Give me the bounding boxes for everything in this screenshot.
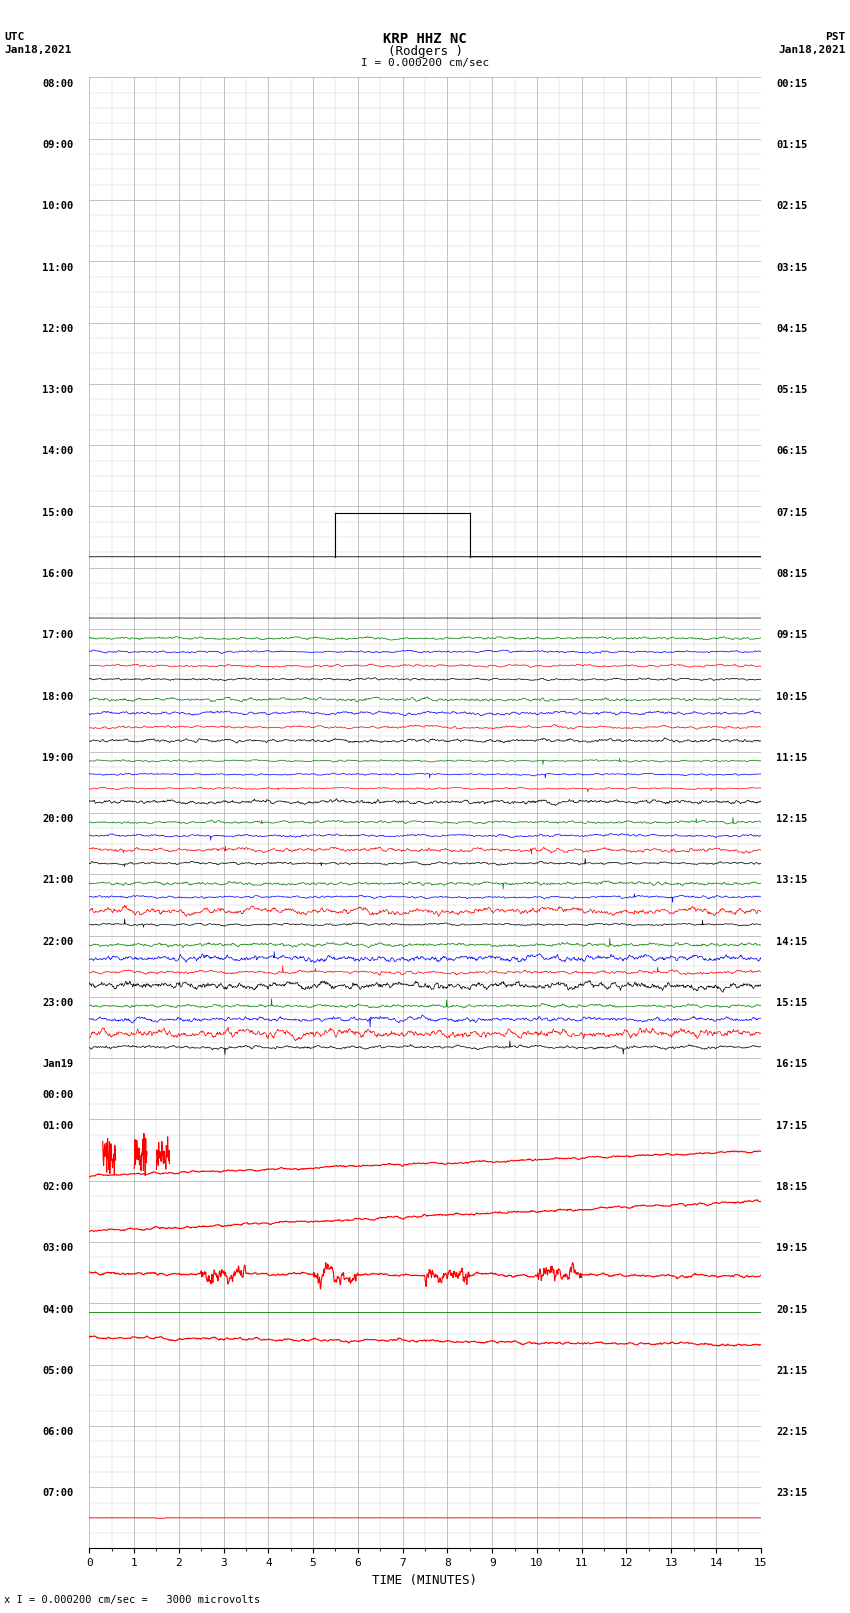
Text: 12:15: 12:15 xyxy=(776,815,808,824)
Text: 04:15: 04:15 xyxy=(776,324,808,334)
Text: 01:15: 01:15 xyxy=(776,140,808,150)
Text: 23:15: 23:15 xyxy=(776,1489,808,1498)
Text: 04:00: 04:00 xyxy=(42,1305,74,1315)
Text: 21:00: 21:00 xyxy=(42,876,74,886)
Text: 17:15: 17:15 xyxy=(776,1121,808,1131)
Text: 02:15: 02:15 xyxy=(776,202,808,211)
Text: 21:15: 21:15 xyxy=(776,1366,808,1376)
Text: 05:15: 05:15 xyxy=(776,386,808,395)
Text: 01:00: 01:00 xyxy=(42,1121,74,1131)
Text: 17:00: 17:00 xyxy=(42,631,74,640)
Text: 18:00: 18:00 xyxy=(42,692,74,702)
Text: 14:15: 14:15 xyxy=(776,937,808,947)
Text: 03:00: 03:00 xyxy=(42,1244,74,1253)
Text: 00:15: 00:15 xyxy=(776,79,808,89)
Text: 11:00: 11:00 xyxy=(42,263,74,273)
Text: 09:00: 09:00 xyxy=(42,140,74,150)
Text: 22:15: 22:15 xyxy=(776,1428,808,1437)
Text: 08:00: 08:00 xyxy=(42,79,74,89)
Text: 20:15: 20:15 xyxy=(776,1305,808,1315)
Text: 02:00: 02:00 xyxy=(42,1182,74,1192)
Text: x I = 0.000200 cm/sec =   3000 microvolts: x I = 0.000200 cm/sec = 3000 microvolts xyxy=(4,1595,260,1605)
Text: 10:00: 10:00 xyxy=(42,202,74,211)
Text: 05:00: 05:00 xyxy=(42,1366,74,1376)
Text: 07:15: 07:15 xyxy=(776,508,808,518)
Text: I = 0.000200 cm/sec: I = 0.000200 cm/sec xyxy=(361,58,489,68)
Text: Jan18,2021: Jan18,2021 xyxy=(4,45,71,55)
Text: UTC: UTC xyxy=(4,32,25,42)
Text: 15:15: 15:15 xyxy=(776,998,808,1008)
Text: 15:00: 15:00 xyxy=(42,508,74,518)
Text: KRP HHZ NC: KRP HHZ NC xyxy=(383,32,467,47)
Text: 13:15: 13:15 xyxy=(776,876,808,886)
Text: 11:15: 11:15 xyxy=(776,753,808,763)
Text: 19:15: 19:15 xyxy=(776,1244,808,1253)
Text: 20:00: 20:00 xyxy=(42,815,74,824)
Text: 08:15: 08:15 xyxy=(776,569,808,579)
X-axis label: TIME (MINUTES): TIME (MINUTES) xyxy=(372,1574,478,1587)
Text: Jan19: Jan19 xyxy=(42,1060,74,1069)
Text: 19:00: 19:00 xyxy=(42,753,74,763)
Text: 13:00: 13:00 xyxy=(42,386,74,395)
Text: 06:15: 06:15 xyxy=(776,447,808,456)
Text: 03:15: 03:15 xyxy=(776,263,808,273)
Text: 16:00: 16:00 xyxy=(42,569,74,579)
Text: 23:00: 23:00 xyxy=(42,998,74,1008)
Text: 10:15: 10:15 xyxy=(776,692,808,702)
Text: 07:00: 07:00 xyxy=(42,1489,74,1498)
Text: PST: PST xyxy=(825,32,846,42)
Text: 12:00: 12:00 xyxy=(42,324,74,334)
Text: 14:00: 14:00 xyxy=(42,447,74,456)
Text: 22:00: 22:00 xyxy=(42,937,74,947)
Text: 09:15: 09:15 xyxy=(776,631,808,640)
Text: (Rodgers ): (Rodgers ) xyxy=(388,45,462,58)
Text: 00:00: 00:00 xyxy=(42,1090,74,1100)
Text: 18:15: 18:15 xyxy=(776,1182,808,1192)
Text: 16:15: 16:15 xyxy=(776,1060,808,1069)
Text: 06:00: 06:00 xyxy=(42,1428,74,1437)
Text: Jan18,2021: Jan18,2021 xyxy=(779,45,846,55)
